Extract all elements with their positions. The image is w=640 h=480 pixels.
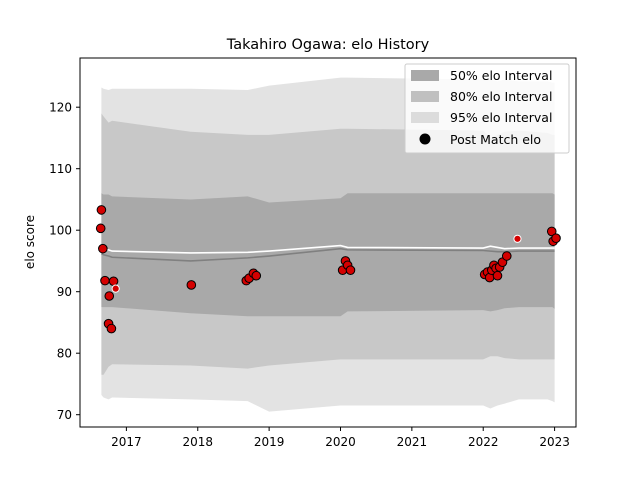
post-match-point	[111, 284, 120, 293]
post-match-point	[551, 233, 561, 243]
post-match-point	[513, 234, 522, 243]
band-50-interval	[101, 193, 555, 317]
post-match-point	[96, 205, 107, 215]
post-match-markers	[95, 205, 561, 334]
post-match-point	[492, 270, 503, 281]
x-tick-label: 2019	[254, 435, 285, 449]
x-tick-label: 2023	[539, 435, 570, 449]
y-tick-label: 120	[49, 101, 72, 115]
mean-elo-line	[101, 244, 555, 254]
legend-swatch-80	[411, 91, 439, 102]
plot-frame	[79, 57, 577, 428]
y-tick-label: 80	[57, 347, 72, 361]
legend-marker-post-match	[419, 133, 431, 145]
chart-title: Takahiro Ogawa: elo History	[226, 37, 430, 53]
legend-label-50: 50% elo Interval	[450, 68, 552, 83]
x-axis: 2017 2018 2019 2020 2021 2022 2023	[111, 427, 570, 449]
post-match-point	[546, 226, 557, 237]
x-tick-label: 2020	[325, 435, 356, 449]
legend-label-80: 80% elo Interval	[450, 89, 552, 104]
legend-label-post-match: Post Match elo	[450, 132, 541, 147]
legend-label-95: 95% elo Interval	[450, 110, 552, 125]
post-match-point	[345, 265, 356, 275]
post-match-point	[100, 275, 110, 286]
legend-box	[404, 63, 570, 154]
y-axis: 70 80 90 100 110 120	[49, 101, 80, 422]
post-match-point	[251, 270, 262, 281]
x-tick-label: 2021	[397, 435, 428, 449]
y-tick-label: 100	[49, 224, 72, 238]
post-match-point	[186, 280, 197, 290]
x-tick-label: 2018	[182, 435, 213, 449]
legend: 50% elo Interval 80% elo Interval 95% el…	[404, 63, 570, 154]
post-match-point	[98, 243, 108, 254]
post-match-point	[95, 223, 106, 234]
post-match-point	[108, 276, 119, 287]
median-elo-line	[101, 247, 555, 262]
y-tick-label: 110	[49, 162, 72, 176]
interval-bands	[101, 77, 555, 412]
y-tick-label: 70	[57, 408, 72, 422]
post-match-point	[501, 251, 512, 261]
legend-swatch-95	[411, 112, 439, 123]
legend-swatch-50	[411, 70, 439, 81]
y-tick-label: 90	[57, 285, 72, 299]
y-axis-label: elo score	[23, 215, 37, 269]
post-match-point	[106, 323, 117, 334]
x-tick-label: 2022	[468, 435, 499, 449]
x-tick-label: 2017	[111, 435, 142, 449]
post-match-point	[104, 291, 115, 301]
